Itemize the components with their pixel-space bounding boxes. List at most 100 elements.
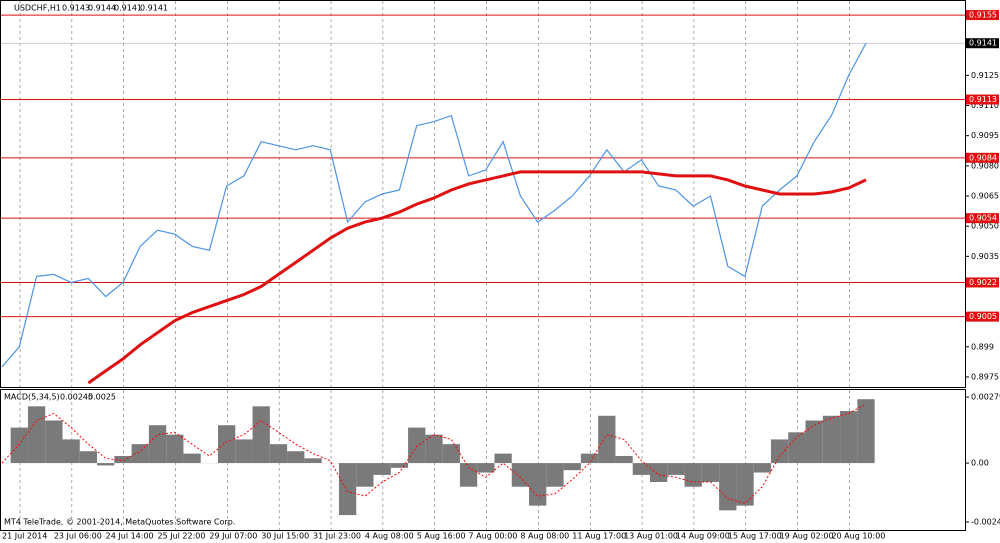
macd-panel [0,389,966,531]
macd-bar [598,415,616,464]
macd-bar [166,434,184,464]
macd-bar [494,453,512,464]
macd-bar [477,463,495,473]
y-tick-label: 0.9065 [971,192,999,201]
last-price-box [966,38,999,49]
macd-bar [148,425,167,464]
macd-bar [822,415,841,464]
indicator-title: MACD(5,34,5) [4,393,60,402]
macd-bar [650,463,668,482]
x-tick-label: 7 Aug 00:00 [469,532,518,541]
x-tick-label: 20 Aug 10:00 [831,532,885,541]
macd-bar [719,463,737,511]
y-tick-label: -0.00249 [971,517,1000,526]
macd-bar [97,463,115,466]
macd-bar [511,463,530,487]
x-tick-label: 25 Jul 22:00 [158,532,206,541]
level-label: 0.9084 [969,153,997,162]
macd-bar [62,439,80,464]
x-tick-label: 21 Jul 2014 [2,532,47,541]
macd-bar [218,425,236,464]
level-label-box [966,94,999,105]
x-tick-label: 30 Jul 15:00 [261,532,309,541]
x-tick-label: 15 Aug 17:00 [728,532,782,541]
x-tick-label: 29 Jul 07:00 [209,532,257,541]
y-tick-label: 0.899 [971,342,994,351]
macd-bar [373,463,391,475]
macd-bar [805,420,823,464]
series-line [1,42,867,368]
macd-bar [563,463,581,471]
level-label: 0.9005 [969,312,997,321]
x-tick-label: 4 Aug 08:00 [365,532,414,541]
chart-title: USDCHF,H1 [14,4,61,13]
indicator-reading: 0.0025 [88,393,116,402]
y-tick-label: 0.8975 [971,372,999,381]
ohlc-value: 0.9141 [114,4,142,13]
level-label-box [966,152,999,163]
macd-bar [356,463,374,487]
macd-bar [269,444,288,464]
macd-bar [857,399,875,464]
macd-bar [114,455,132,464]
y-tick-label: 0.9080 [971,161,999,170]
macd-bar [667,463,685,475]
macd-bar [338,463,357,516]
ohlc-value: 0.9141 [140,4,168,13]
y-tick-label: 0.9095 [971,131,999,140]
level-label-box [966,213,999,224]
price-panel [0,0,966,388]
macd-bar [390,463,409,468]
macd-bar [252,406,270,464]
macd-bar [131,444,149,464]
macd-bar [753,463,771,473]
macd-bar [408,427,426,464]
macd-bar [546,463,564,487]
copyright: MT4 TeleTrade, © 2001-2014, MetaQuotes S… [4,518,235,527]
level-label: 0.9022 [969,278,997,287]
x-tick-label: 11 Aug 17:00 [572,532,626,541]
x-tick-label: 13 Aug 01:00 [624,532,678,541]
macd-bar [27,406,46,464]
x-tick-label: 23 Jul 06:00 [54,532,102,541]
x-tick-label: 19 Aug 02:00 [780,532,834,541]
y-tick-label: 0.00 [971,459,989,468]
y-tick-label: 0.9050 [971,222,999,231]
x-tick-label: 31 Jul 23:00 [313,532,361,541]
level-label-box [966,311,999,322]
ohlc-value: 0.9143 [62,4,90,13]
ohlc-value: 0.9144 [88,4,116,13]
macd-bar [304,458,322,464]
last-price-label: 0.9141 [969,39,997,48]
level-label: 0.9113 [969,95,997,104]
macd-bar [45,420,63,464]
level-label: 0.9155 [969,11,997,20]
macd-bar [183,453,201,464]
level-label-box [966,277,999,288]
y-tick-label: 0.9125 [971,71,999,80]
x-tick-label: 14 Aug 09:00 [676,532,730,541]
macd-bar [615,455,633,464]
macd-bar [425,434,443,464]
macd-bar [580,453,599,464]
macd-bar [442,444,460,464]
macd-bar [287,451,305,464]
y-tick-label: 0.9035 [971,252,999,261]
macd-bar [684,463,702,487]
y-tick-label: 0.9110 [971,101,999,110]
level-label-box [966,10,999,21]
macd-bar [235,439,253,464]
x-tick-label: 8 Aug 08:00 [520,532,569,541]
macd-bar [529,463,547,506]
level-label: 0.9054 [969,214,997,223]
macd-bar [736,463,754,506]
macd-bar [788,432,806,464]
macd-bar [840,411,858,464]
macd-bar [632,463,650,475]
series-line [87,170,867,385]
x-tick-label: 5 Aug 16:00 [417,532,466,541]
indicator-reading: 0.00245 [60,393,93,402]
signal-line [1,403,867,504]
macd-bar [770,439,789,464]
